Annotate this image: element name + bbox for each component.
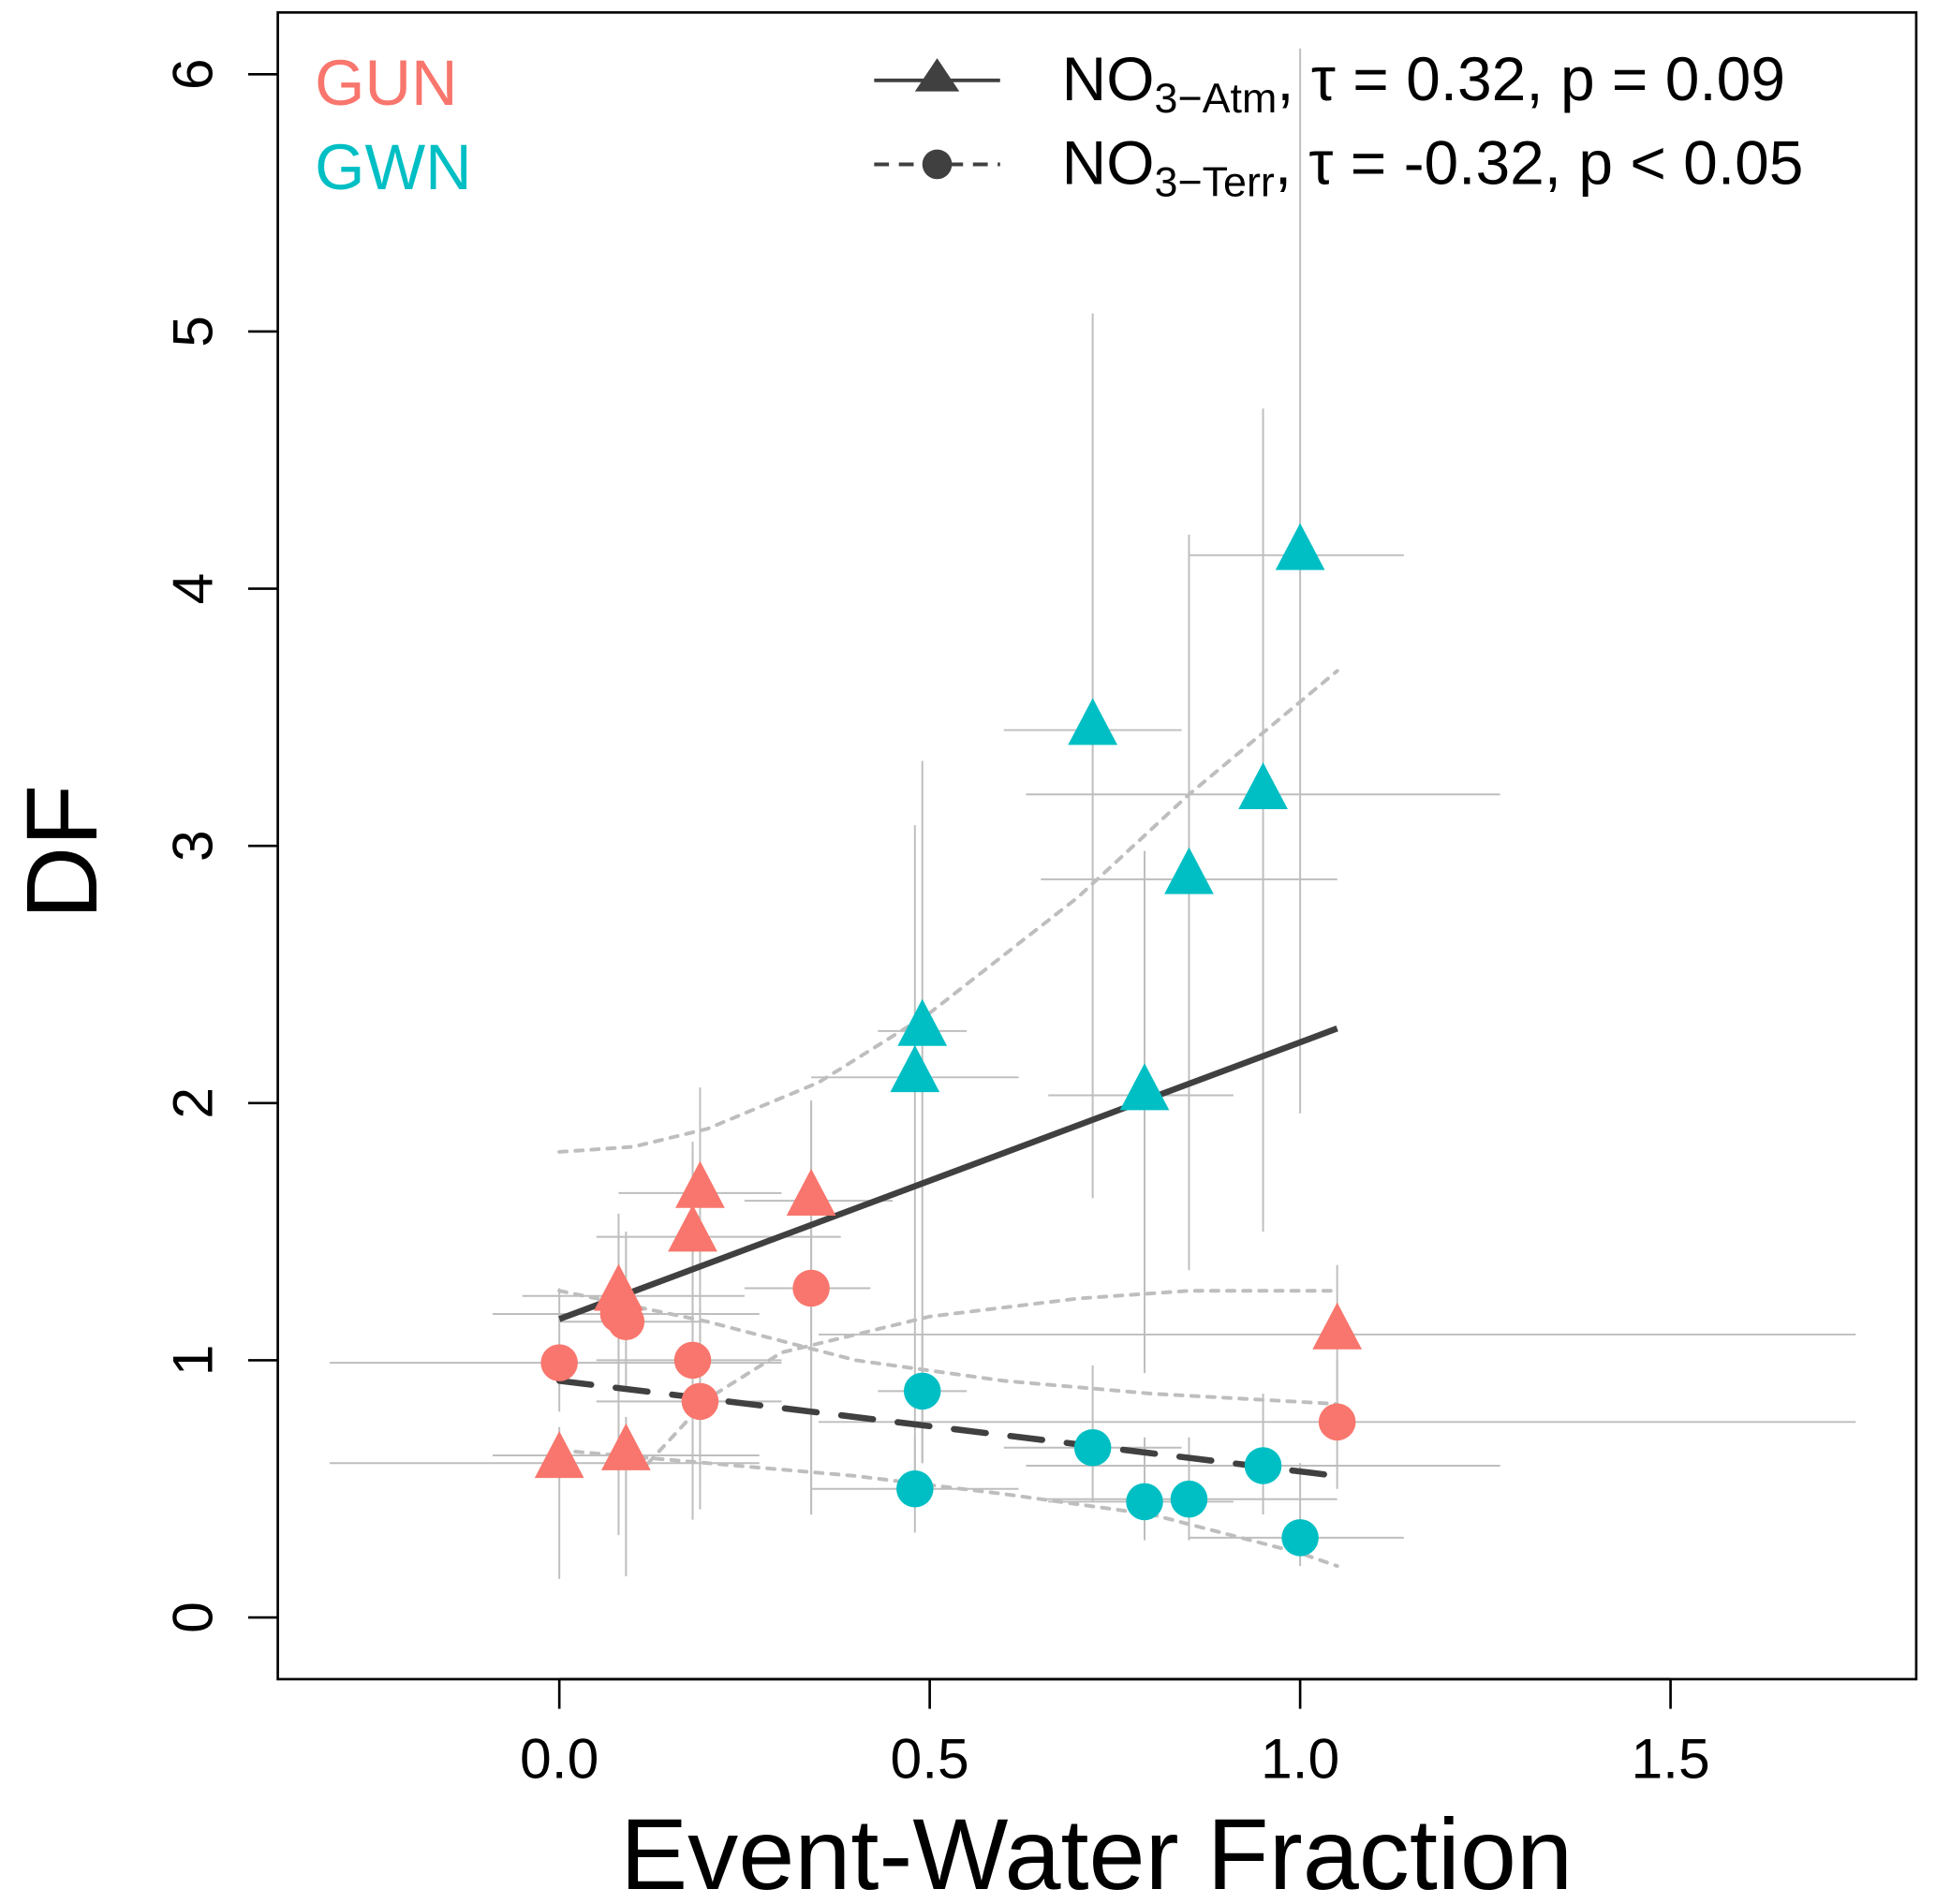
x-tick-label: 0.5 <box>890 1726 968 1790</box>
triangle-point-gwn <box>1164 847 1214 894</box>
triangle-point-gun <box>675 1160 725 1208</box>
legend-atm-rest: , τ = 0.32, p = 0.09 <box>1277 44 1785 113</box>
legend-terr-sub: 3−Terr <box>1155 159 1275 206</box>
legend-gwn: GWN <box>315 131 471 203</box>
circle-point-gun <box>540 1344 578 1381</box>
circle-point-gwn <box>1073 1429 1112 1467</box>
triangle-point-gwn <box>1119 1063 1170 1111</box>
group-legend: GUN GWN <box>315 47 471 203</box>
triangle-point-gwn <box>897 998 948 1046</box>
legend-triangle-marker <box>914 58 960 92</box>
y-tick-label: 0 <box>161 1601 225 1633</box>
triangle-point-gwn <box>1275 523 1325 570</box>
x-axis: 0.0 0.5 1.0 1.5 <box>520 1677 1710 1790</box>
line-legend: NO3−Atm, τ = 0.32, p = 0.09 NO3−Terr, τ … <box>874 44 1803 206</box>
y-axis-label: DF <box>5 785 118 920</box>
x-tick-label: 0.0 <box>520 1726 599 1790</box>
confidence-band-ci-upper <box>557 669 1339 1154</box>
x-axis-label: Event-Water Fraction <box>620 1797 1573 1904</box>
confidence-bands <box>557 669 1339 1569</box>
confidence-band-ci-upper <box>557 1289 1339 1407</box>
triangle-point-gun <box>600 1423 651 1470</box>
circle-point-gwn <box>1170 1480 1208 1518</box>
y-tick-label: 4 <box>161 573 225 605</box>
legend-atm-sub: 3−Atm <box>1155 75 1278 122</box>
legend-atm-base: NO <box>1062 44 1155 113</box>
circle-point-gwn <box>1281 1519 1319 1557</box>
confidence-band-ci-lower <box>557 1448 1339 1569</box>
data-points <box>534 523 1363 1557</box>
x-tick-label: 1.0 <box>1261 1726 1339 1790</box>
y-tick-label: 2 <box>161 1087 225 1119</box>
triangle-point-gwn <box>890 1045 940 1093</box>
triangle-point-gun <box>668 1204 717 1252</box>
triangle-point-gwn <box>1238 761 1288 810</box>
circle-point-gun <box>792 1269 830 1307</box>
triangle-point-gun <box>594 1263 643 1311</box>
y-axis: 0 1 2 3 4 5 6 <box>161 58 278 1633</box>
circle-point-gwn <box>1126 1483 1163 1521</box>
triangle-point-gwn <box>1068 698 1118 745</box>
legend-circle-marker <box>922 149 953 180</box>
legend-terr: NO3−Terr, τ = -0.32, p < 0.05 <box>1062 128 1804 206</box>
legend-terr-rest: , τ = -0.32, p < 0.05 <box>1275 128 1804 198</box>
y-tick-label: 1 <box>161 1345 225 1377</box>
plot-frame <box>276 11 1918 1681</box>
confidence-band-ci-lower <box>646 1289 1339 1466</box>
triangle-point-gun <box>1312 1302 1363 1350</box>
atm-fit-line <box>558 1026 1338 1322</box>
x-tick-label: 1.5 <box>1631 1726 1709 1790</box>
y-tick-label: 3 <box>161 830 225 862</box>
circle-point-gun <box>607 1303 645 1340</box>
circle-point-gun <box>681 1382 719 1421</box>
legend-atm: NO3−Atm, τ = 0.32, p = 0.09 <box>1062 44 1785 122</box>
circle-point-gwn <box>1244 1447 1282 1484</box>
circle-point-gun <box>1318 1403 1356 1441</box>
circle-point-gwn <box>903 1372 941 1410</box>
circle-point-gwn <box>896 1469 934 1508</box>
legend-terr-base: NO <box>1062 128 1155 198</box>
y-tick-label: 6 <box>161 58 225 90</box>
triangle-point-gun <box>534 1430 584 1479</box>
legend-gun: GUN <box>315 47 457 119</box>
triangle-point-gun <box>786 1168 836 1216</box>
circle-point-gun <box>673 1341 712 1380</box>
y-tick-label: 5 <box>161 316 225 347</box>
